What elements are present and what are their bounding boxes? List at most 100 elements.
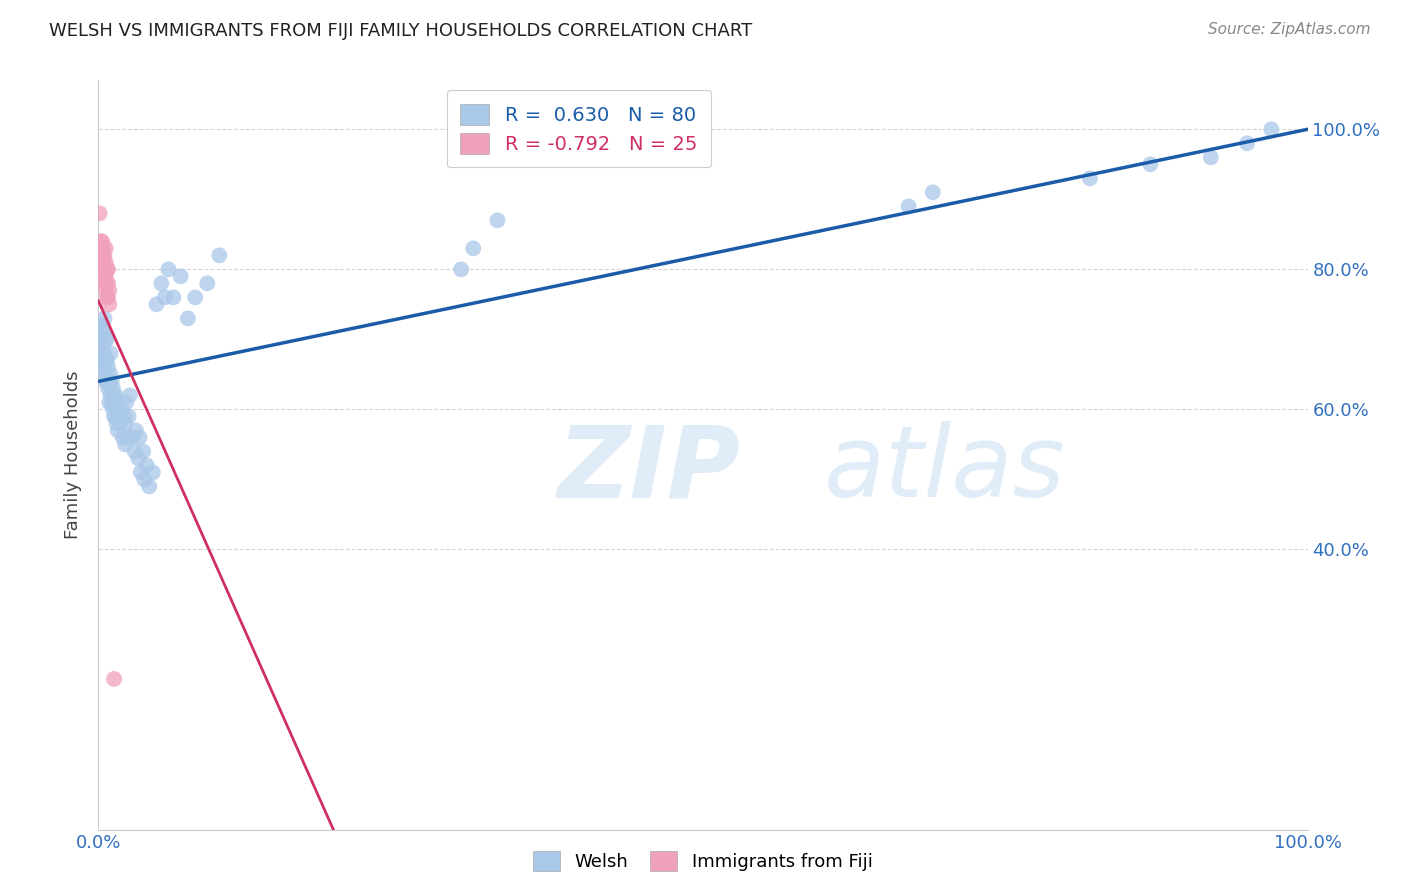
Point bbox=[1078, 171, 1101, 186]
Point bbox=[897, 199, 920, 213]
Point bbox=[162, 290, 184, 304]
Point bbox=[128, 430, 150, 444]
Point bbox=[98, 284, 121, 298]
Point bbox=[107, 402, 129, 417]
Point bbox=[921, 186, 943, 200]
Point bbox=[96, 277, 118, 291]
Point bbox=[114, 437, 136, 451]
Point bbox=[91, 326, 114, 340]
Point bbox=[115, 395, 138, 409]
Point bbox=[91, 368, 114, 382]
Text: WELSH VS IMMIGRANTS FROM FIJI FAMILY HOUSEHOLDS CORRELATION CHART: WELSH VS IMMIGRANTS FROM FIJI FAMILY HOU… bbox=[49, 22, 752, 40]
Point bbox=[108, 417, 131, 431]
Point bbox=[93, 346, 115, 360]
Point bbox=[118, 388, 141, 402]
Point bbox=[96, 353, 118, 368]
Point bbox=[100, 388, 122, 402]
Point bbox=[107, 424, 129, 438]
Point bbox=[96, 375, 118, 389]
Point bbox=[94, 269, 117, 284]
Point bbox=[96, 332, 118, 346]
Point bbox=[90, 318, 112, 333]
Point bbox=[89, 206, 111, 220]
Point bbox=[98, 375, 121, 389]
Point bbox=[101, 402, 124, 417]
Point bbox=[94, 241, 117, 255]
Point bbox=[134, 472, 156, 486]
Point bbox=[93, 262, 115, 277]
Point bbox=[105, 417, 128, 431]
Point bbox=[135, 458, 157, 473]
Point bbox=[98, 395, 121, 409]
Point bbox=[103, 409, 125, 424]
Point bbox=[169, 269, 191, 284]
Point bbox=[1260, 122, 1282, 136]
Point bbox=[93, 326, 115, 340]
Point bbox=[97, 360, 120, 375]
Point bbox=[103, 672, 125, 686]
Legend: R =  0.630   N = 80, R = -0.792   N = 25: R = 0.630 N = 80, R = -0.792 N = 25 bbox=[447, 90, 711, 168]
Point bbox=[91, 318, 114, 333]
Point bbox=[98, 297, 121, 311]
Point bbox=[94, 375, 117, 389]
Text: Source: ZipAtlas.com: Source: ZipAtlas.com bbox=[1208, 22, 1371, 37]
Point bbox=[108, 409, 131, 424]
Point bbox=[117, 430, 139, 444]
Text: atlas: atlas bbox=[824, 421, 1066, 518]
Point bbox=[90, 248, 112, 262]
Point bbox=[90, 235, 112, 249]
Point bbox=[1199, 150, 1222, 164]
Point bbox=[89, 360, 111, 375]
Point bbox=[150, 277, 173, 291]
Point bbox=[486, 213, 509, 227]
Point bbox=[91, 241, 114, 255]
Point bbox=[208, 248, 231, 262]
Point bbox=[114, 417, 136, 431]
Point bbox=[91, 339, 114, 353]
Y-axis label: Family Households: Family Households bbox=[65, 371, 83, 539]
Point bbox=[96, 262, 118, 277]
Point bbox=[93, 277, 115, 291]
Point bbox=[93, 311, 115, 326]
Point bbox=[104, 388, 127, 402]
Point bbox=[138, 479, 160, 493]
Point bbox=[90, 332, 112, 346]
Point bbox=[125, 424, 148, 438]
Point bbox=[145, 297, 167, 311]
Point bbox=[111, 430, 134, 444]
Point bbox=[93, 360, 115, 375]
Point bbox=[112, 409, 135, 424]
Point bbox=[94, 332, 117, 346]
Point bbox=[91, 269, 114, 284]
Point bbox=[195, 277, 218, 291]
Point bbox=[104, 409, 127, 424]
Point bbox=[91, 346, 114, 360]
Point bbox=[97, 262, 120, 277]
Point bbox=[118, 409, 141, 424]
Point bbox=[91, 262, 114, 277]
Point bbox=[153, 290, 176, 304]
Point bbox=[1139, 157, 1161, 171]
Point bbox=[129, 466, 152, 480]
Point bbox=[94, 255, 117, 269]
Legend: Welsh, Immigrants from Fiji: Welsh, Immigrants from Fiji bbox=[526, 844, 880, 879]
Point bbox=[100, 346, 122, 360]
Point bbox=[463, 241, 485, 255]
Point bbox=[93, 248, 115, 262]
Point bbox=[97, 381, 120, 395]
Point bbox=[157, 262, 180, 277]
Point bbox=[450, 262, 472, 277]
Point bbox=[100, 368, 122, 382]
Point bbox=[121, 430, 143, 444]
Point bbox=[124, 444, 146, 458]
Point bbox=[103, 388, 125, 402]
Point bbox=[127, 451, 149, 466]
Point bbox=[97, 277, 120, 291]
Point bbox=[91, 353, 114, 368]
Point bbox=[100, 395, 122, 409]
Point bbox=[91, 235, 114, 249]
Point bbox=[94, 284, 117, 298]
Point bbox=[96, 290, 118, 304]
Point bbox=[91, 255, 114, 269]
Point bbox=[142, 466, 165, 480]
